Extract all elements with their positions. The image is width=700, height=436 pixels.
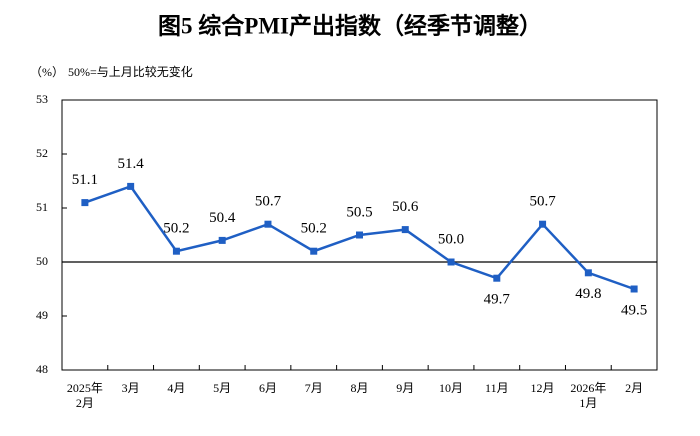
x-tick-label: 2月 xyxy=(625,381,644,395)
data-label: 50.5 xyxy=(346,204,372,220)
data-label: 50.2 xyxy=(301,221,327,237)
data-label: 51.4 xyxy=(118,156,145,172)
data-label: 50.6 xyxy=(392,199,419,215)
y-tick-label: 50 xyxy=(36,254,48,268)
marker xyxy=(447,258,455,266)
x-tick-label: 10月 xyxy=(439,381,464,395)
marker xyxy=(310,247,318,255)
data-label: 50.4 xyxy=(209,210,236,226)
marker xyxy=(264,220,272,228)
x-tick-label: 12月 xyxy=(530,381,555,395)
data-label: 50.7 xyxy=(529,194,556,210)
data-label: 51.1 xyxy=(72,172,98,188)
marker xyxy=(218,236,226,244)
data-label: 49.7 xyxy=(484,292,511,308)
x-tick-label: 2025年 2月 xyxy=(66,381,103,410)
y-tick-label: 48 xyxy=(36,362,48,376)
x-tick-label: 9月 xyxy=(396,381,415,395)
data-label: 49.5 xyxy=(621,302,647,318)
marker xyxy=(630,285,638,293)
y-tick-label: 53 xyxy=(36,92,48,106)
data-label: 50.7 xyxy=(255,194,282,210)
marker xyxy=(356,231,363,239)
y-tick-label: 52 xyxy=(36,146,48,160)
marker xyxy=(539,220,547,228)
data-label: 50.2 xyxy=(163,221,189,237)
x-tick-label: 6月 xyxy=(258,381,277,395)
x-tick-label: 11月 xyxy=(485,381,509,395)
data-label: 50.0 xyxy=(438,231,464,247)
x-tick-label: 4月 xyxy=(167,381,186,395)
x-tick-label: 2026年 1月 xyxy=(570,381,607,410)
data-label: 49.8 xyxy=(575,286,601,302)
chart-title: 图5 综合PMI产出指数（经季节调整） xyxy=(158,12,542,38)
y-tick-label: 51 xyxy=(36,200,48,214)
note: 50%=与上月比较无变化 xyxy=(68,64,193,79)
x-tick-label: 8月 xyxy=(350,381,369,395)
marker xyxy=(401,226,409,234)
marker xyxy=(127,182,135,190)
marker xyxy=(172,247,180,255)
y-unit: （%） xyxy=(30,65,64,79)
x-tick-label: 5月 xyxy=(213,381,232,395)
y-tick-label: 49 xyxy=(36,308,48,322)
x-tick-label: 3月 xyxy=(121,381,140,395)
x-tick-label: 7月 xyxy=(304,381,323,395)
marker xyxy=(81,199,89,207)
plot-frame xyxy=(61,99,658,371)
marker xyxy=(493,274,501,282)
marker xyxy=(584,269,592,277)
